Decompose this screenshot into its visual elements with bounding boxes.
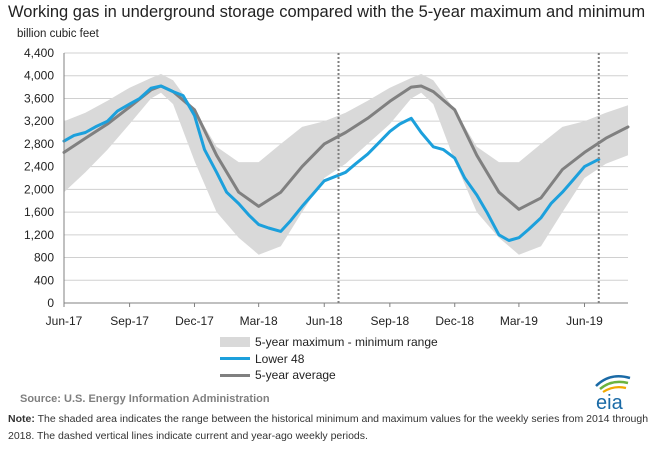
legend-label-lower48: Lower 48 [255, 351, 305, 366]
legend-label-average: 5-year average [255, 368, 336, 383]
x-tick-label: Dec-18 [435, 314, 474, 328]
chart-plot: 0 400 800 1,200 1,600 2,000 2,400 2,800 3,200 3,6… [24, 46, 630, 328]
x-tick-label: Sep-17 [110, 314, 149, 328]
range-band [64, 74, 628, 255]
y-tick-label: 400 [34, 273, 54, 287]
legend-label-range: 5-year maximum - minimum range [255, 335, 438, 350]
x-tick-label: Jun-19 [566, 314, 603, 328]
legend-item-range: 5-year maximum - minimum range [220, 334, 438, 351]
y-tick-label: 1,600 [24, 205, 54, 219]
y-tick-label: 2,400 [24, 160, 54, 174]
x-tick-label: Jun-17 [46, 314, 83, 328]
x-tick-label: Jun-18 [306, 314, 343, 328]
y-tick-labels: 0 400 800 1,200 1,600 2,000 2,400 2,800 3,200 3,6… [24, 46, 54, 310]
axes [63, 53, 628, 307]
y-tick-label: 0 [47, 296, 54, 310]
source-text: Source: U.S. Energy Information Administ… [20, 393, 270, 405]
series-line-lower48 [62, 84, 601, 242]
legend-item-lower48: Lower 48 [220, 351, 438, 368]
dashed-period-lines [337, 53, 600, 303]
x-tick-label: Sep-18 [370, 314, 409, 328]
logo-text: eia [596, 392, 624, 412]
note-body: The shaded area indicates the range betw… [8, 413, 649, 442]
x-tick-labels: Jun-17 Sep-17 Dec-17 Mar-18 Jun-18 Sep-18 Dec-… [46, 314, 604, 328]
note-text: Note: The shaded area indicates the rang… [8, 411, 658, 444]
y-tick-label: 2,800 [24, 137, 54, 151]
x-tick-label: Mar-18 [240, 314, 278, 328]
y-tick-label: 4,000 [24, 69, 54, 83]
y-tick-label: 2,000 [24, 182, 54, 196]
legend-swatch-range [220, 337, 250, 348]
note-label: Note: [8, 413, 35, 425]
legend-swatch-average [220, 373, 250, 377]
legend-swatch-lower48 [220, 357, 250, 361]
chart-title: Working gas in underground storage compa… [8, 3, 646, 21]
legend-item-average: 5-year average [220, 367, 438, 384]
legend: 5-year maximum - minimum range Lower 48 … [220, 334, 438, 384]
y-axis-unit-label: billion cubic feet [17, 28, 99, 40]
y-tick-label: 4,400 [24, 46, 54, 60]
y-tick-label: 3,600 [24, 91, 54, 105]
x-tick-label: Dec-17 [175, 314, 214, 328]
y-tick-label: 3,200 [24, 114, 54, 128]
y-tick-label: 1,200 [24, 228, 54, 242]
series-lines [62, 84, 630, 242]
y-tick-label: 800 [34, 251, 54, 265]
eia-logo-icon: eia [595, 375, 631, 412]
range-area [64, 74, 628, 255]
x-tick-label: Mar-19 [500, 314, 538, 328]
